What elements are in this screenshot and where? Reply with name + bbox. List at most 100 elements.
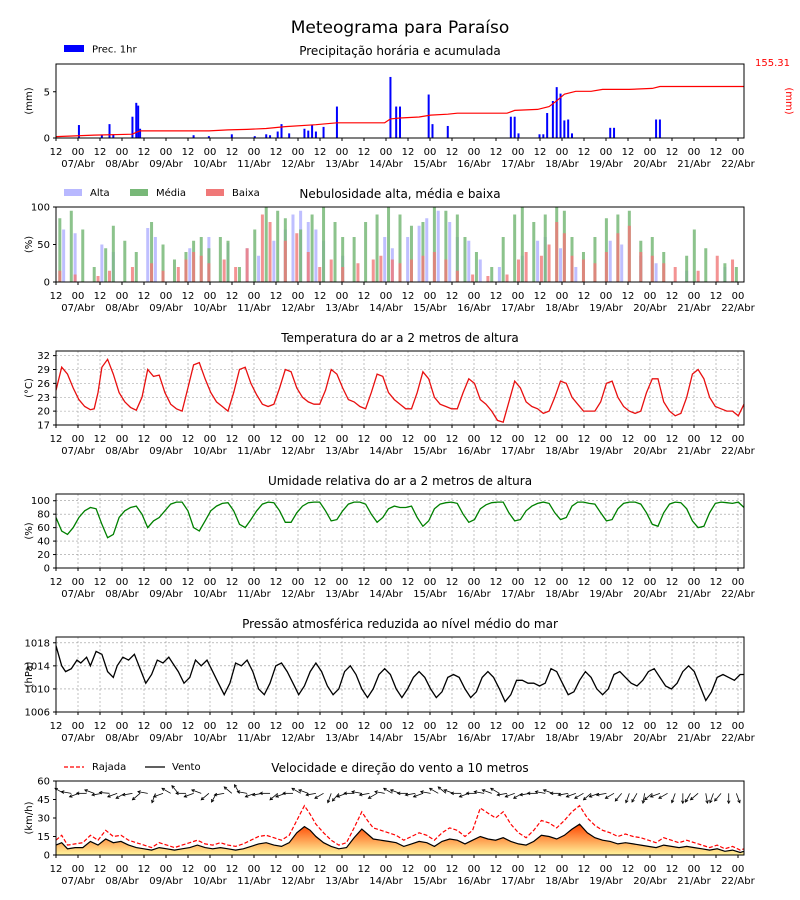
- cloud-bar-alta: [608, 240, 612, 282]
- clouds-xtick-hour: 00: [248, 291, 261, 302]
- precip-xtick-date: 09/Abr: [149, 159, 183, 170]
- clouds-xtick-date: 15/Abr: [413, 303, 447, 314]
- pressure-xtick-hour: 12: [50, 721, 63, 732]
- wind-arrow: [91, 792, 102, 796]
- humidity-xtick-hour: 00: [116, 577, 129, 588]
- wind-xtick-hour: 12: [534, 864, 547, 875]
- wind-arrow: [314, 792, 324, 799]
- page-title: Meteograma para Paraíso: [291, 18, 510, 38]
- temperature-ytick-label: 23: [37, 393, 50, 404]
- temperature-panel: Temperatura do ar a 2 metros de altura (°…: [24, 331, 756, 457]
- cloud-bar-média: [409, 225, 413, 282]
- cloud-bar-alta: [467, 240, 471, 282]
- cloud-bar-baixa: [555, 222, 559, 282]
- precip-bar: [100, 135, 103, 138]
- humidity-ytick-label: 0: [44, 564, 50, 575]
- wind-xtick-hour: 12: [314, 864, 327, 875]
- cloud-bar-baixa: [356, 263, 360, 282]
- wind-arrow-head: [75, 791, 80, 796]
- temperature-xtick-hour: 00: [688, 434, 701, 445]
- precip-xtick-hour: 12: [534, 147, 547, 158]
- cloud-bar-média: [226, 240, 230, 282]
- wind-arrow-head: [213, 792, 218, 797]
- wind-ytick-label: 45: [37, 795, 50, 806]
- pressure-title: Pressão atmosférica reduzida ao nível mé…: [242, 617, 558, 631]
- clouds-xtick-date: 21/Abr: [677, 303, 711, 314]
- temperature-xtick-date: 15/Abr: [413, 446, 447, 457]
- pressure-xtick-hour: 12: [666, 721, 679, 732]
- wind-arrow-head: [107, 794, 111, 798]
- precip-xtick-hour: 12: [666, 147, 679, 158]
- precip-xtick-hour: 00: [732, 147, 745, 158]
- precip-bar: [567, 119, 570, 138]
- precip-xtick-hour: 00: [72, 147, 85, 158]
- temperature-xtick-hour: 00: [336, 434, 349, 445]
- wind-arrow-head: [275, 794, 279, 798]
- wind-arrow-head: [614, 798, 619, 802]
- wind-legend-label: Vento: [172, 762, 201, 773]
- cloud-bar-média: [134, 252, 138, 282]
- cloud-bar-baixa: [192, 252, 196, 282]
- cloud-bar-média: [455, 214, 459, 282]
- precip-xtick-date: 10/Abr: [193, 159, 227, 170]
- wind-arrow-head: [244, 794, 249, 798]
- humidity-xtick-hour: 00: [688, 577, 701, 588]
- clouds-xtick-hour: 12: [622, 291, 635, 302]
- wind-arrow-head: [326, 799, 331, 804]
- humidity-xtick-date: 19/Abr: [589, 589, 623, 600]
- precip-xtick-hour: 00: [116, 147, 129, 158]
- temperature-xtick-date: 16/Abr: [457, 446, 491, 457]
- humidity-xtick-hour: 00: [600, 577, 613, 588]
- pressure-xtick-hour: 12: [622, 721, 635, 732]
- humidity-xtick-hour: 00: [424, 577, 437, 588]
- pressure-ytick-label: 1006: [25, 708, 50, 719]
- wind-arrow-head: [649, 794, 654, 798]
- temperature-xtick-hour: 12: [622, 434, 635, 445]
- wind-arrow: [122, 792, 133, 796]
- precip-xtick-hour: 00: [688, 147, 701, 158]
- pressure-xtick-date: 18/Abr: [545, 733, 579, 744]
- cloud-bar-média: [444, 210, 448, 282]
- wind-arrow: [714, 793, 722, 802]
- precip-bar: [431, 124, 434, 138]
- cloud-bar-média: [501, 237, 505, 282]
- wind-arrow-head: [367, 795, 372, 799]
- pressure-xtick-hour: 12: [446, 721, 459, 732]
- wind-xtick-date: 22/Abr: [721, 876, 755, 887]
- wind-arrow-head: [489, 787, 494, 792]
- cloud-bar-baixa: [245, 248, 249, 282]
- wind-arrow: [605, 792, 615, 799]
- cloud-bar-média: [264, 207, 268, 282]
- pressure-ytick-label: 1010: [25, 684, 50, 695]
- precip-bar: [563, 120, 566, 138]
- cloud-bar-alta: [383, 237, 387, 282]
- precip-bar: [389, 76, 392, 138]
- wind-arrow-head: [175, 791, 179, 796]
- wind-arrow: [61, 791, 72, 794]
- cloud-bar-média: [276, 210, 280, 282]
- clouds-xtick-hour: 00: [424, 291, 437, 302]
- humidity-xtick-date: 09/Abr: [149, 589, 183, 600]
- pressure-xtick-date: 08/Abr: [105, 733, 139, 744]
- precip-bar: [108, 124, 111, 138]
- wind-arrow-head: [443, 789, 448, 793]
- clouds-xtick-date: 14/Abr: [369, 303, 403, 314]
- wind-arrow-head: [305, 792, 310, 797]
- humidity-xtick-date: 07/Abr: [61, 589, 95, 600]
- clouds-xtick-date: 19/Abr: [589, 303, 623, 314]
- humidity-xtick-hour: 12: [270, 577, 283, 588]
- cloud-bar-baixa: [409, 259, 413, 282]
- clouds-xtick-hour: 12: [94, 291, 107, 302]
- wind-arrow: [574, 792, 584, 799]
- wind-xtick-hour: 12: [578, 864, 591, 875]
- clouds-xtick-date: 07/Abr: [61, 303, 95, 314]
- cloud-bar-média: [69, 210, 73, 282]
- cloud-bar-média: [92, 267, 96, 282]
- pressure-xtick-date: 09/Abr: [149, 733, 183, 744]
- pressure-xtick-hour: 00: [292, 721, 305, 732]
- cloud-bar-baixa: [222, 259, 226, 282]
- wind-arrow-head: [98, 790, 103, 795]
- precip-xtick-hour: 00: [160, 147, 173, 158]
- wind-arrow-head: [534, 790, 539, 794]
